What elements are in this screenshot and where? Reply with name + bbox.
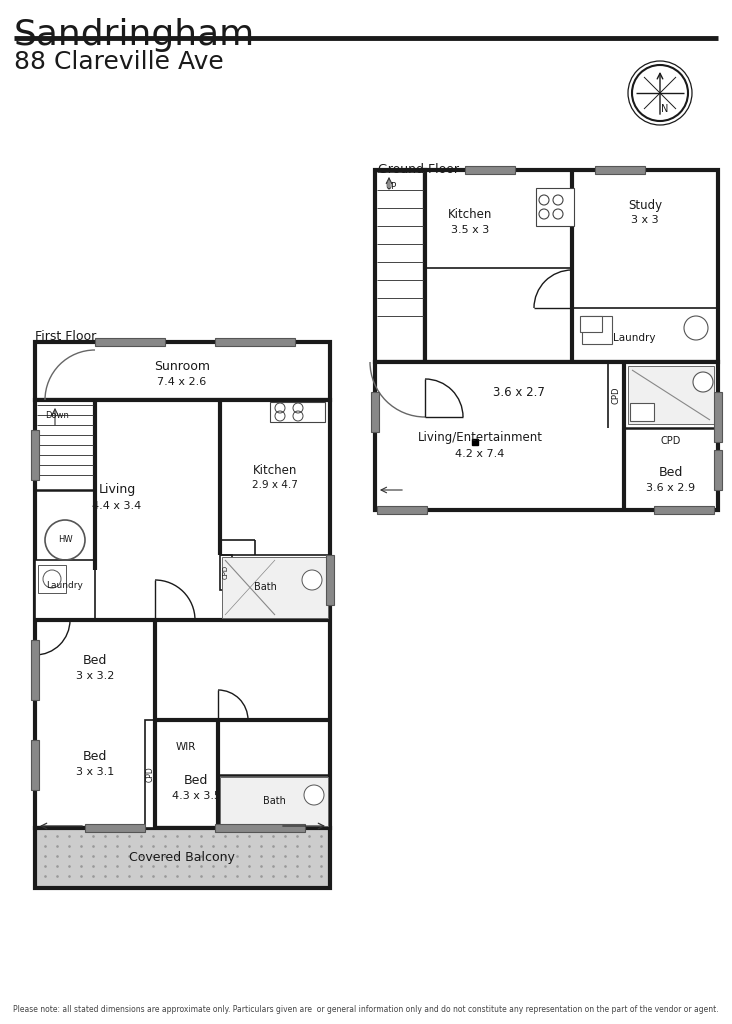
Text: CPD: CPD: [146, 766, 154, 782]
Bar: [35, 828, 330, 888]
Bar: [465, 166, 515, 174]
Text: Laundry: Laundry: [47, 581, 83, 590]
Bar: [222, 557, 328, 618]
Text: 3.5 x 3: 3.5 x 3: [451, 225, 489, 234]
Text: 2.9 x 4.7: 2.9 x 4.7: [252, 480, 298, 490]
Bar: [38, 565, 66, 593]
Text: Kitchen: Kitchen: [253, 464, 297, 476]
Bar: [377, 506, 427, 514]
Text: Laundry: Laundry: [613, 333, 655, 343]
Bar: [654, 506, 714, 514]
Bar: [35, 342, 330, 400]
Text: Study: Study: [628, 199, 662, 212]
Text: Bed: Bed: [83, 750, 107, 763]
Text: Bed: Bed: [184, 773, 208, 786]
Text: 7.4 x 2.6: 7.4 x 2.6: [157, 377, 206, 387]
Text: N: N: [661, 104, 669, 114]
Text: Covered Balcony: Covered Balcony: [129, 852, 235, 864]
Bar: [220, 777, 328, 826]
Text: Living: Living: [98, 483, 135, 497]
Text: 88 Clareville Ave: 88 Clareville Ave: [14, 50, 224, 74]
Text: Living/Entertainment: Living/Entertainment: [417, 430, 542, 443]
Text: Ground Floor: Ground Floor: [378, 163, 459, 176]
Bar: [425, 170, 718, 362]
Text: First Floor: First Floor: [35, 330, 96, 343]
Circle shape: [304, 785, 324, 805]
Bar: [628, 366, 714, 424]
Text: 3 x 3: 3 x 3: [631, 215, 659, 225]
Bar: [580, 316, 602, 332]
Bar: [371, 392, 379, 432]
Text: Bath: Bath: [253, 582, 277, 592]
Bar: [31, 640, 39, 700]
Text: CPD: CPD: [223, 565, 229, 579]
Bar: [35, 560, 95, 620]
Text: 3.6 x 2.9: 3.6 x 2.9: [646, 483, 695, 493]
Bar: [145, 720, 155, 828]
Bar: [215, 338, 295, 346]
Text: UP: UP: [385, 182, 396, 191]
Circle shape: [693, 372, 713, 392]
Text: Please note: all stated dimensions are approximate only. Particulars given are  : Please note: all stated dimensions are a…: [13, 1006, 719, 1015]
Bar: [375, 362, 718, 510]
Bar: [326, 555, 334, 605]
Text: Bed: Bed: [659, 467, 683, 479]
Bar: [270, 402, 325, 422]
Bar: [220, 555, 232, 590]
Bar: [31, 740, 39, 790]
Text: 3 x 3.2: 3 x 3.2: [76, 671, 114, 681]
Bar: [714, 450, 722, 490]
Bar: [215, 824, 305, 831]
Bar: [582, 316, 612, 344]
Text: WIR: WIR: [176, 742, 196, 752]
Bar: [95, 338, 165, 346]
Text: 4.3 x 3.5: 4.3 x 3.5: [171, 791, 220, 801]
Bar: [630, 403, 654, 421]
Bar: [536, 188, 574, 226]
Text: CPD: CPD: [611, 386, 621, 403]
Text: 4.2 x 7.4: 4.2 x 7.4: [455, 449, 504, 459]
Text: Sandringham: Sandringham: [14, 18, 255, 52]
Text: 3.6 x 2.7: 3.6 x 2.7: [493, 385, 545, 398]
Text: 3 x 3.1: 3 x 3.1: [76, 767, 114, 777]
Text: HW: HW: [58, 536, 72, 545]
Text: Bath: Bath: [263, 796, 285, 806]
Text: Down: Down: [45, 411, 69, 420]
Bar: [375, 170, 425, 362]
Bar: [595, 166, 645, 174]
Bar: [85, 824, 145, 831]
Circle shape: [302, 570, 322, 590]
Text: Kitchen: Kitchen: [448, 209, 492, 221]
Bar: [31, 430, 39, 480]
Text: CPD: CPD: [661, 436, 681, 446]
Text: Sunroom: Sunroom: [154, 360, 210, 374]
Text: Bed: Bed: [83, 653, 107, 667]
Bar: [35, 400, 330, 828]
Bar: [714, 392, 722, 442]
Text: 4.4 x 3.4: 4.4 x 3.4: [92, 501, 141, 511]
